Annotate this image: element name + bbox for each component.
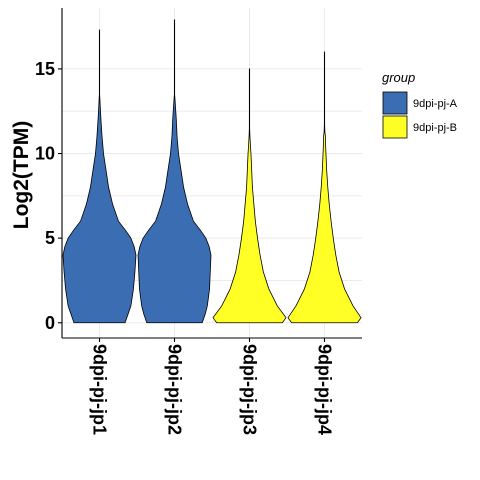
y-tick-label: 10 xyxy=(35,144,55,164)
legend-label: 9dpi-pj-A xyxy=(413,98,458,110)
y-tick-label: 15 xyxy=(35,59,55,79)
legend-items: 9dpi-pj-A 9dpi-pj-B xyxy=(382,91,458,139)
y-axis-title: Log2(TPM) xyxy=(10,121,33,229)
legend: group 9dpi-pj-A 9dpi-pj-B xyxy=(382,70,458,139)
x-tick-label: 9dpi-pj-jp1 xyxy=(90,344,110,435)
violin-9dpi-pj-jp3 xyxy=(212,68,287,324)
y-tick-label: 0 xyxy=(45,313,55,333)
violin-9dpi-pj-jp4 xyxy=(287,51,362,324)
violin-layer xyxy=(62,19,362,324)
legend-label: 9dpi-pj-B xyxy=(413,122,457,134)
legend-key-9dpi-pj-A xyxy=(382,91,408,115)
x-tick-labels: 9dpi-pj-jp1 9dpi-pj-jp2 9dpi-pj-jp3 9dpi-pj… xyxy=(90,338,335,435)
y-tick-labels: 0 5 10 15 xyxy=(35,59,62,333)
x-tick-label: 9dpi-pj-jp4 xyxy=(315,344,335,435)
x-tick-label: 9dpi-pj-jp2 xyxy=(165,344,185,435)
violin-9dpi-pj-jp2 xyxy=(137,19,212,324)
legend-key-9dpi-pj-B xyxy=(382,115,408,139)
violin-9dpi-pj-jp1 xyxy=(62,29,137,324)
x-tick-label: 9dpi-pj-jp3 xyxy=(240,344,260,435)
y-tick-label: 5 xyxy=(45,228,55,248)
axis-layer xyxy=(61,8,362,339)
legend-title: group xyxy=(382,70,415,85)
